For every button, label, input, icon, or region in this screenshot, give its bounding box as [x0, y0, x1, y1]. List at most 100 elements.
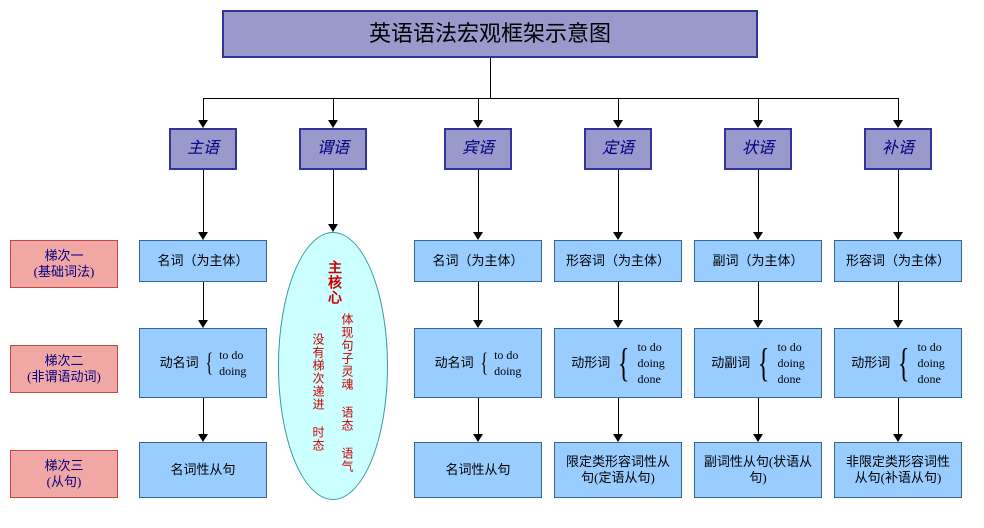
arrow-attr-h-r1-head — [613, 232, 623, 240]
title-to-obj — [478, 98, 479, 120]
arrow-comp-r2-r3-head — [893, 434, 903, 442]
title-to-pred — [333, 98, 334, 120]
title-to-subj — [203, 98, 204, 120]
cell-adv-r1: 副词（为主体） — [694, 240, 822, 282]
row-label-r3-l1: 梯次三 — [44, 458, 83, 474]
arrow-pred-to-ellipse-head — [328, 224, 338, 232]
title-to-pred-head — [328, 120, 338, 128]
cell-subj-r2-left: 动名词 — [160, 355, 199, 371]
cell-subj-r3-text: 名词性从句 — [170, 462, 235, 478]
arrow-subj-r2-r3-head — [198, 434, 208, 442]
cell-adv-r2: 动副词{to dodoingdone — [694, 328, 822, 398]
cell-obj-r1-text: 名词（为主体） — [432, 253, 523, 269]
arrow-adv-r1-r2 — [758, 282, 759, 320]
ellipse-title: 主核心 — [323, 260, 343, 305]
cell-obj-r2-left: 动名词 — [435, 355, 474, 371]
cell-attr-r2-line2: done — [637, 371, 660, 387]
cell-comp-r2-line2: done — [917, 371, 940, 387]
diagram-title: 英语语法宏观框架示意图 — [222, 10, 758, 58]
arrow-attr-r1-r2-head — [613, 320, 623, 328]
brace-icon: { — [480, 350, 487, 376]
title-to-attr-head — [613, 120, 623, 128]
cell-adv-r2-line1: doing — [777, 355, 804, 371]
arrow-adv-r2-r3 — [758, 398, 759, 434]
header-adv-label: 状语 — [742, 139, 774, 159]
arrow-adv-r2-r3-head — [753, 434, 763, 442]
arrow-adv-h-r1 — [758, 170, 759, 232]
cell-obj-r3-text: 名词性从句 — [445, 462, 510, 478]
cell-comp-r2-lines: to dodoingdone — [917, 339, 944, 388]
cell-obj-r2-lines: to dodoing — [494, 347, 521, 379]
predicate-core-ellipse: 主核心没有梯次递进 时态体现句子灵魂 语态 语气 — [278, 232, 388, 500]
cell-comp-r3: 非限定类形容词性从句(补语从句) — [834, 442, 962, 498]
title-to-subj-head — [198, 120, 208, 128]
arrow-obj-r1-r2 — [478, 282, 479, 320]
row-label-r3-l2: (从句) — [44, 474, 83, 490]
cell-attr-r3: 限定类形容词性从句(定语从句) — [554, 442, 682, 498]
arrow-comp-r1-r2-head — [893, 320, 903, 328]
brace-icon: { — [205, 350, 212, 376]
arrow-pred-to-ellipse — [333, 170, 334, 224]
header-attr-label: 定语 — [602, 139, 634, 159]
diagram-title-text: 英语语法宏观框架示意图 — [369, 20, 611, 48]
cell-adv-r2-left: 动副词 — [711, 355, 750, 371]
arrow-adv-r1-r2-head — [753, 320, 763, 328]
cell-adv-r1-text: 副词（为主体） — [712, 253, 803, 269]
cell-obj-r1: 名词（为主体） — [414, 240, 542, 282]
row-label-r1: 梯次一(基础词法) — [10, 240, 118, 288]
arrow-comp-r2-r3 — [898, 398, 899, 434]
row-label-r1-l2: (基础词法) — [34, 264, 95, 280]
arrow-comp-h-r1 — [898, 170, 899, 232]
row-label-r2: 梯次二(非谓语动词) — [10, 345, 118, 393]
cell-comp-r2-left: 动形词 — [851, 355, 890, 371]
cell-subj-r2: 动名词 { to dodoing — [139, 328, 267, 398]
cell-attr-r1-text: 形容词（为主体） — [566, 253, 670, 269]
title-to-obj-head — [473, 120, 483, 128]
cell-attr-r1: 形容词（为主体） — [554, 240, 682, 282]
arrow-attr-r1-r2 — [618, 282, 619, 320]
arrow-subj-h-r1 — [203, 170, 204, 232]
cell-comp-r2-line0: to do — [917, 339, 941, 355]
cell-attr-r2-lines: to dodoingdone — [637, 339, 664, 388]
cell-comp-r3-text: 非限定类形容词性从句(补语从句) — [841, 454, 955, 487]
cell-attr-r2-line0: to do — [637, 339, 661, 355]
cell-subj-r1-text: 名词（为主体） — [157, 253, 248, 269]
arrow-comp-h-r1-head — [893, 232, 903, 240]
header-obj: 宾语 — [444, 128, 512, 170]
row-label-r3: 梯次三(从句) — [10, 450, 118, 498]
arrow-attr-r2-r3 — [618, 398, 619, 434]
title-bus — [203, 98, 898, 99]
cell-attr-r2-line1: doing — [637, 355, 664, 371]
brace-icon: { — [898, 343, 910, 383]
cell-adv-r2-line0: to do — [777, 339, 801, 355]
header-pred: 谓语 — [299, 128, 367, 170]
arrow-adv-h-r1-head — [753, 232, 763, 240]
title-to-adv — [758, 98, 759, 120]
row-label-r2-l1: 梯次二 — [27, 353, 101, 369]
cell-obj-r2-line0: to do — [494, 347, 518, 363]
header-obj-label: 宾语 — [462, 139, 494, 159]
arrow-obj-h-r1 — [478, 170, 479, 232]
arrow-obj-r2-r3-head — [473, 434, 483, 442]
arrow-obj-r2-r3 — [478, 398, 479, 434]
brace-icon: { — [618, 343, 630, 383]
cell-subj-r3: 名词性从句 — [139, 442, 267, 498]
title-to-comp — [898, 98, 899, 120]
cell-obj-r3: 名词性从句 — [414, 442, 542, 498]
arrow-obj-r1-r2-head — [473, 320, 483, 328]
title-to-attr — [618, 98, 619, 120]
cell-obj-r2: 动名词 { to dodoing — [414, 328, 542, 398]
cell-comp-r1-text: 形容词（为主体） — [846, 253, 950, 269]
cell-subj-r2-lines: to dodoing — [219, 347, 246, 379]
title-stem — [490, 58, 491, 98]
header-pred-label: 谓语 — [317, 139, 349, 159]
cell-subj-r1: 名词（为主体） — [139, 240, 267, 282]
cell-adv-r3: 副词性从句(状语从句) — [694, 442, 822, 498]
cell-subj-r2-line1: doing — [219, 363, 246, 379]
cell-obj-r2-line1: doing — [494, 363, 521, 379]
header-comp-label: 补语 — [882, 139, 914, 159]
header-attr: 定语 — [584, 128, 652, 170]
cell-attr-r2-left: 动形词 — [571, 355, 610, 371]
header-comp: 补语 — [864, 128, 932, 170]
title-to-adv-head — [753, 120, 763, 128]
